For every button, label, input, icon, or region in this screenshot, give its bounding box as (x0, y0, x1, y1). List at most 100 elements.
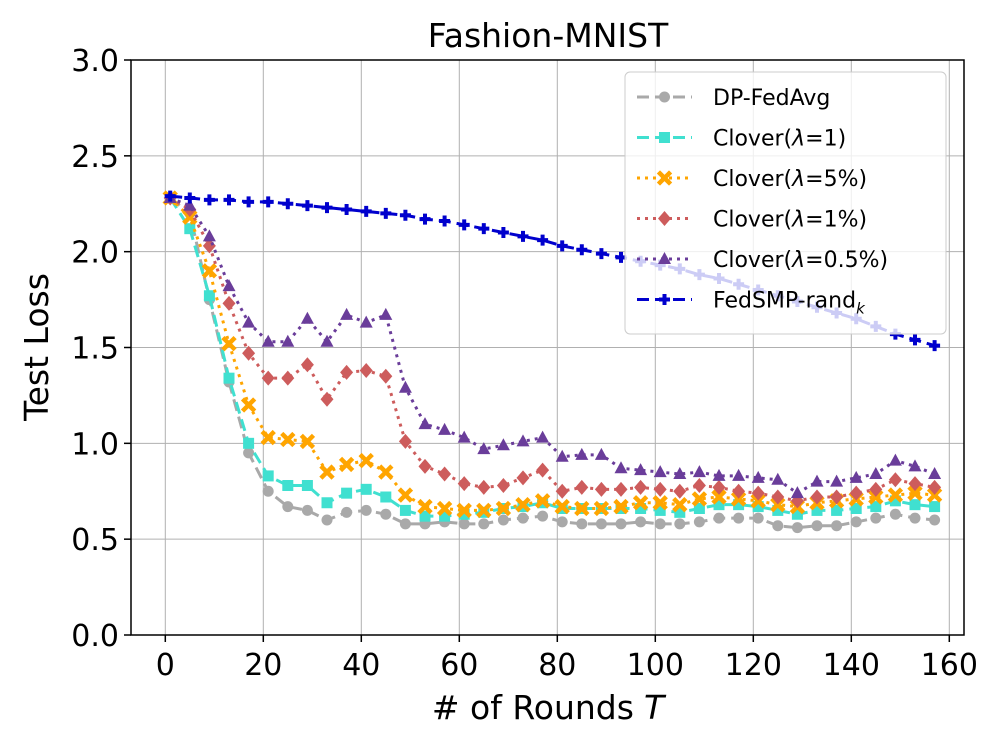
data-point (341, 506, 353, 518)
legend-label: Clover(λ=1%) (713, 208, 867, 233)
data-point (849, 470, 863, 483)
data-point (359, 315, 373, 328)
data-point (438, 422, 452, 435)
data-point (613, 498, 629, 515)
data-point (262, 196, 274, 208)
legend-marker (659, 294, 670, 305)
x-axis-label-variable: T (644, 688, 667, 727)
data-point (478, 223, 490, 235)
data-point (261, 334, 275, 347)
data-point (887, 487, 904, 503)
data-point (398, 433, 412, 449)
data-point (811, 504, 823, 516)
data-point (223, 372, 235, 384)
legend-label-name: FedSMP-rand (713, 289, 856, 314)
data-point (260, 429, 276, 446)
data-point (516, 470, 530, 486)
data-point (849, 485, 863, 501)
data-point (674, 506, 686, 518)
legend-label-paren: ( (784, 248, 793, 273)
legend-label: Clover(λ=5%) (713, 167, 867, 192)
data-point (555, 483, 569, 499)
data-point (691, 491, 708, 507)
data-point (713, 499, 725, 511)
x-axis-label-text: # of Rounds (432, 688, 634, 727)
data-point (516, 434, 530, 447)
data-point (477, 479, 491, 495)
data-point (280, 431, 296, 448)
data-point (221, 335, 237, 352)
legend-label: Clover(λ=0.5%) (713, 248, 888, 273)
data-point (380, 207, 392, 219)
y-tick-label: 1.5 (71, 332, 119, 367)
data-point (850, 516, 862, 528)
legend-label-lambda: λ (791, 248, 805, 273)
data-point (457, 476, 471, 492)
data-point (908, 459, 922, 472)
data-point (752, 501, 764, 513)
data-point (399, 504, 411, 516)
data-point (673, 483, 687, 499)
data-point (261, 370, 275, 386)
data-point (202, 229, 216, 242)
data-point (457, 430, 471, 443)
data-point (341, 204, 353, 215)
data-point (908, 476, 922, 492)
data-point (321, 497, 333, 509)
data-point (928, 479, 942, 495)
data-point (397, 487, 414, 503)
data-point (299, 433, 316, 450)
data-point (830, 489, 844, 505)
data-point (634, 479, 648, 495)
x-tick-label: 40 (342, 648, 380, 683)
legend-label-name: DP-FedAvg (713, 86, 830, 111)
data-point (223, 194, 235, 206)
x-tick-label: 100 (627, 648, 684, 683)
data-point (730, 491, 747, 507)
data-point (850, 503, 862, 514)
data-point (909, 334, 921, 346)
legend-label-name: Clover (713, 127, 784, 152)
data-point (614, 461, 628, 474)
data-point (555, 449, 569, 462)
data-point (301, 504, 313, 516)
legend-label-lambda: λ (791, 208, 805, 233)
data-point (614, 481, 628, 497)
legend-item-5: FedSMP-randk (637, 289, 866, 318)
data-point (398, 380, 412, 393)
data-point (517, 512, 529, 524)
data-point (182, 209, 198, 225)
data-point (243, 447, 255, 459)
data-point (556, 516, 568, 528)
data-point (869, 481, 883, 497)
legend-item-4: Clover(λ=0.5%) (637, 248, 888, 273)
data-point (693, 516, 705, 528)
legend-marker (656, 170, 673, 186)
data-point (811, 520, 823, 532)
data-point (262, 470, 274, 482)
data-point (576, 244, 588, 256)
series-line (169, 196, 935, 530)
legend-label-lambda: λ (791, 127, 805, 152)
data-point (242, 345, 256, 361)
legend-label-value: =1%) (805, 208, 867, 233)
legend: DP-FedAvgClover(λ=1)Clover(λ=5%)Clover(λ… (624, 71, 947, 335)
data-point (201, 263, 218, 279)
data-point (476, 502, 492, 519)
data-point (810, 489, 824, 505)
x-tick-label: 80 (538, 648, 576, 683)
legend-label-name: Clover (713, 208, 784, 233)
y-tick-label: 0.0 (71, 619, 119, 654)
data-point (770, 496, 786, 513)
data-point (517, 230, 529, 242)
data-point (556, 240, 568, 252)
legend-label-paren: ( (784, 127, 793, 152)
data-point (674, 518, 686, 530)
legend-label-name: Clover (713, 167, 784, 192)
data-point (495, 500, 512, 517)
data-point (360, 504, 372, 516)
data-point (791, 522, 803, 534)
legend-item-2: Clover(λ=5%) (637, 167, 867, 192)
data-point (222, 279, 236, 292)
